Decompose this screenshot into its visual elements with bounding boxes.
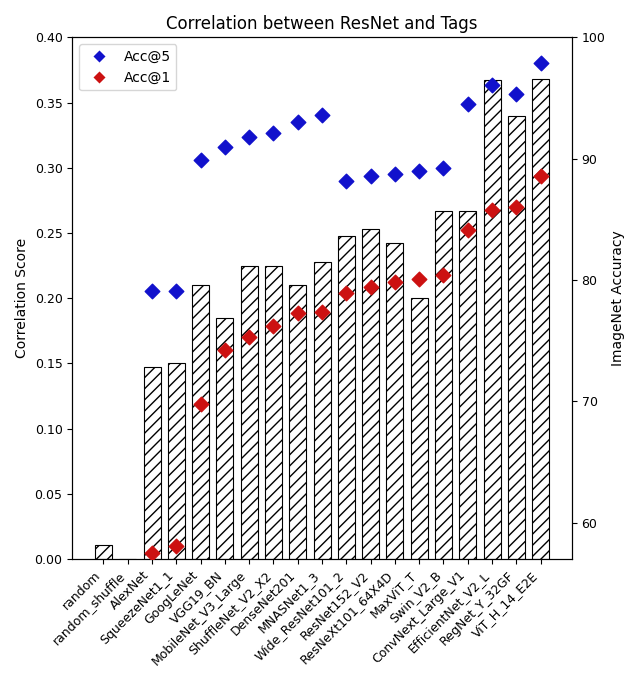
Point [147,285,157,296]
Bar [362,229,379,559]
Point [414,273,424,284]
Title: Correlation between ResNet and Tags: Correlation between ResNet and Tags [166,15,478,33]
Point [268,320,278,331]
Bar [484,81,500,559]
Bar [192,285,209,559]
Legend: Acc@5, Acc@1: Acc@5, Acc@1 [79,44,177,90]
Bar [387,243,403,559]
Point [511,201,522,212]
Point [268,128,278,139]
Bar [532,79,549,559]
Point [487,79,497,90]
Point [172,540,182,551]
Point [147,548,157,559]
Bar [241,266,258,559]
Point [438,163,449,174]
Point [463,225,473,236]
Bar [508,115,525,559]
Point [292,307,303,318]
Point [172,285,182,296]
Point [438,270,449,281]
Point [536,170,546,181]
Point [365,282,376,293]
Point [220,141,230,152]
Point [487,204,497,215]
Y-axis label: ImageNet Accuracy: ImageNet Accuracy [611,230,625,366]
Bar [460,211,476,559]
Bar [168,363,185,559]
Point [390,169,400,180]
Bar [314,262,331,559]
Bar [338,236,355,559]
Point [365,170,376,181]
Point [536,57,546,68]
Point [341,175,351,186]
Y-axis label: Correlation Score: Correlation Score [15,238,29,359]
Point [195,398,205,409]
Point [195,154,205,165]
Bar [216,318,234,559]
Point [414,165,424,176]
Bar [265,266,282,559]
Point [390,277,400,288]
Point [292,117,303,128]
Bar [435,211,452,559]
Point [244,131,254,142]
Bar [411,298,428,559]
Point [317,109,327,120]
Bar [143,367,161,559]
Point [463,98,473,109]
Point [220,345,230,356]
Bar [95,545,112,559]
Point [341,288,351,299]
Point [244,331,254,342]
Bar [289,285,307,559]
Point [511,89,522,100]
Point [317,306,327,317]
